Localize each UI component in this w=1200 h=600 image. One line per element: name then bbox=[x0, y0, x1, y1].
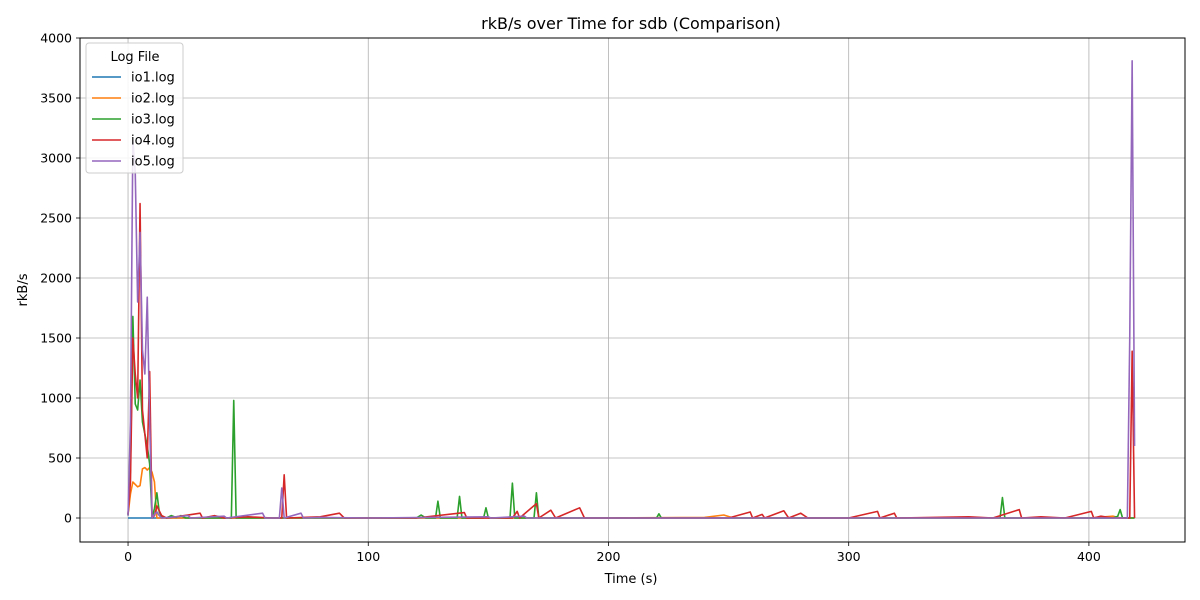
grid-lines bbox=[80, 37, 1185, 542]
axis-ticks: 0 100 200 300 400050010001500200025003000350… bbox=[40, 31, 1101, 565]
y-tick-label: 4000 bbox=[40, 31, 72, 46]
legend-label: io3.log bbox=[131, 113, 175, 128]
y-axis-label: rkB/s bbox=[16, 273, 31, 306]
x-tick-label: 0 bbox=[124, 549, 132, 564]
legend-label: io4.log bbox=[131, 134, 175, 149]
y-tick-label: 2000 bbox=[40, 271, 72, 286]
y-tick-label: 3500 bbox=[40, 91, 72, 106]
legend: Log File io1.log io2.log io3.log io4.log io5… bbox=[85, 42, 184, 174]
legend-title: Log File bbox=[110, 50, 159, 65]
x-axis-label: Time (s) bbox=[604, 572, 658, 587]
y-tick-label: 0 bbox=[64, 511, 72, 526]
series-line-4 bbox=[127, 202, 1136, 519]
chart-title: rkB/s over Time for sdb (Comparison) bbox=[481, 14, 781, 33]
series-line-3 bbox=[127, 315, 1135, 519]
y-tick-label: 500 bbox=[48, 451, 72, 466]
x-tick-label: 200 bbox=[597, 549, 621, 564]
x-tick-label: 100 bbox=[356, 549, 380, 564]
legend-label: io5.log bbox=[131, 155, 175, 170]
series-line-5 bbox=[127, 60, 1136, 519]
series-lines bbox=[127, 60, 1136, 519]
legend-label: io1.log bbox=[131, 71, 175, 86]
legend-label: io2.log bbox=[131, 92, 175, 107]
series-line-2 bbox=[127, 466, 1135, 519]
y-tick-label: 1500 bbox=[40, 331, 72, 346]
y-tick-label: 2500 bbox=[40, 211, 72, 226]
x-tick-label: 300 bbox=[837, 549, 861, 564]
y-tick-label: 3000 bbox=[40, 151, 72, 166]
plot-area-frame bbox=[79, 37, 1186, 543]
y-tick-label: 1000 bbox=[40, 391, 72, 406]
x-tick-label: 400 bbox=[1077, 549, 1101, 564]
